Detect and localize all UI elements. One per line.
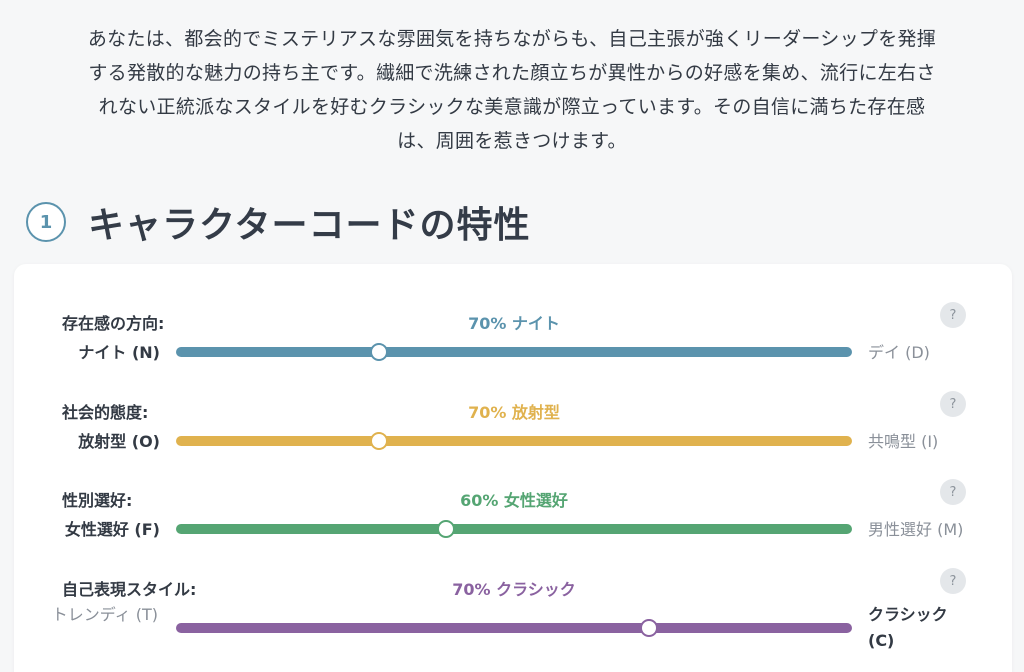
section-title: キャラクターコードの特性 <box>88 205 531 246</box>
trait-row-expression-style: 自己表現スタイル: 70% クラシック ? トレンディ (T) クラシック (C… <box>14 568 1012 656</box>
trait-slider-track <box>176 619 852 637</box>
help-icon[interactable]: ? <box>940 479 966 505</box>
intro-description: あなたは、都会的でミステリアスな雰囲気を持ちながらも、自己主張が強くリーダーシッ… <box>50 22 974 158</box>
trait-left-pole: ナイト (N) <box>78 343 160 362</box>
trait-label: 存在感の方向: <box>62 314 165 333</box>
trait-label: 社会的態度: <box>62 403 149 422</box>
trait-slider-track <box>176 343 852 361</box>
trait-slider-thumb[interactable] <box>437 520 456 538</box>
trait-value: 70% クラシック <box>452 580 576 599</box>
trait-row-social: 社会的態度: 70% 放射型 ? 放射型 (O) 共鳴型 (I) <box>14 391 1012 479</box>
trait-slider-track <box>176 432 852 450</box>
traits-card: 存在感の方向: 70% ナイト ? ナイト (N) デイ (D) 社会的態度: … <box>14 264 1012 672</box>
trait-label: 性別選好: <box>62 491 133 510</box>
trait-left-pole: 放射型 (O) <box>78 432 160 451</box>
section-number-badge: 1 <box>26 202 66 242</box>
help-icon[interactable]: ? <box>940 302 966 328</box>
trait-slider-track <box>176 520 852 538</box>
trait-left-pole: 女性選好 (F) <box>64 520 160 539</box>
trait-label: 自己表現スタイル: <box>62 580 197 599</box>
trait-right-pole: 共鳴型 (I) <box>868 432 939 451</box>
trait-row-presence: 存在感の方向: 70% ナイト ? ナイト (N) デイ (D) <box>14 302 1012 390</box>
help-icon[interactable]: ? <box>940 391 966 417</box>
intro-line: あなたは、都会的でミステリアスな雰囲気を持ちながらも、自己主張が強くリーダーシッ… <box>87 28 937 50</box>
help-icon[interactable]: ? <box>940 568 966 594</box>
trait-slider-thumb[interactable] <box>640 619 659 637</box>
trait-slider-thumb[interactable] <box>369 343 388 361</box>
trait-right-pole: クラシック (C) <box>868 605 948 650</box>
trait-value: 70% 放射型 <box>468 403 560 422</box>
section-header: 1 キャラクターコードの特性 <box>26 196 531 248</box>
intro-line: は、周囲を惹きつけます。 <box>397 130 627 152</box>
trait-row-gender-preference: 性別選好: 60% 女性選好 ? 女性選好 (F) 男性選好 (M) <box>14 479 1012 567</box>
trait-value: 60% 女性選好 <box>460 491 568 510</box>
trait-left-pole: トレンディ (T) <box>51 605 158 624</box>
trait-right-pole: デイ (D) <box>868 343 930 362</box>
trait-value: 70% ナイト <box>468 314 560 333</box>
trait-slider-thumb[interactable] <box>369 432 388 450</box>
intro-line: れない正統派なスタイルを好むクラシックな美意識が際立っています。その自信に満ちた… <box>98 96 926 118</box>
trait-right-pole: 男性選好 (M) <box>868 520 964 539</box>
intro-line: する発散的な魅力の持ち主です。繊細で洗練された顔立ちが異性からの好感を集め、流行… <box>88 62 936 84</box>
